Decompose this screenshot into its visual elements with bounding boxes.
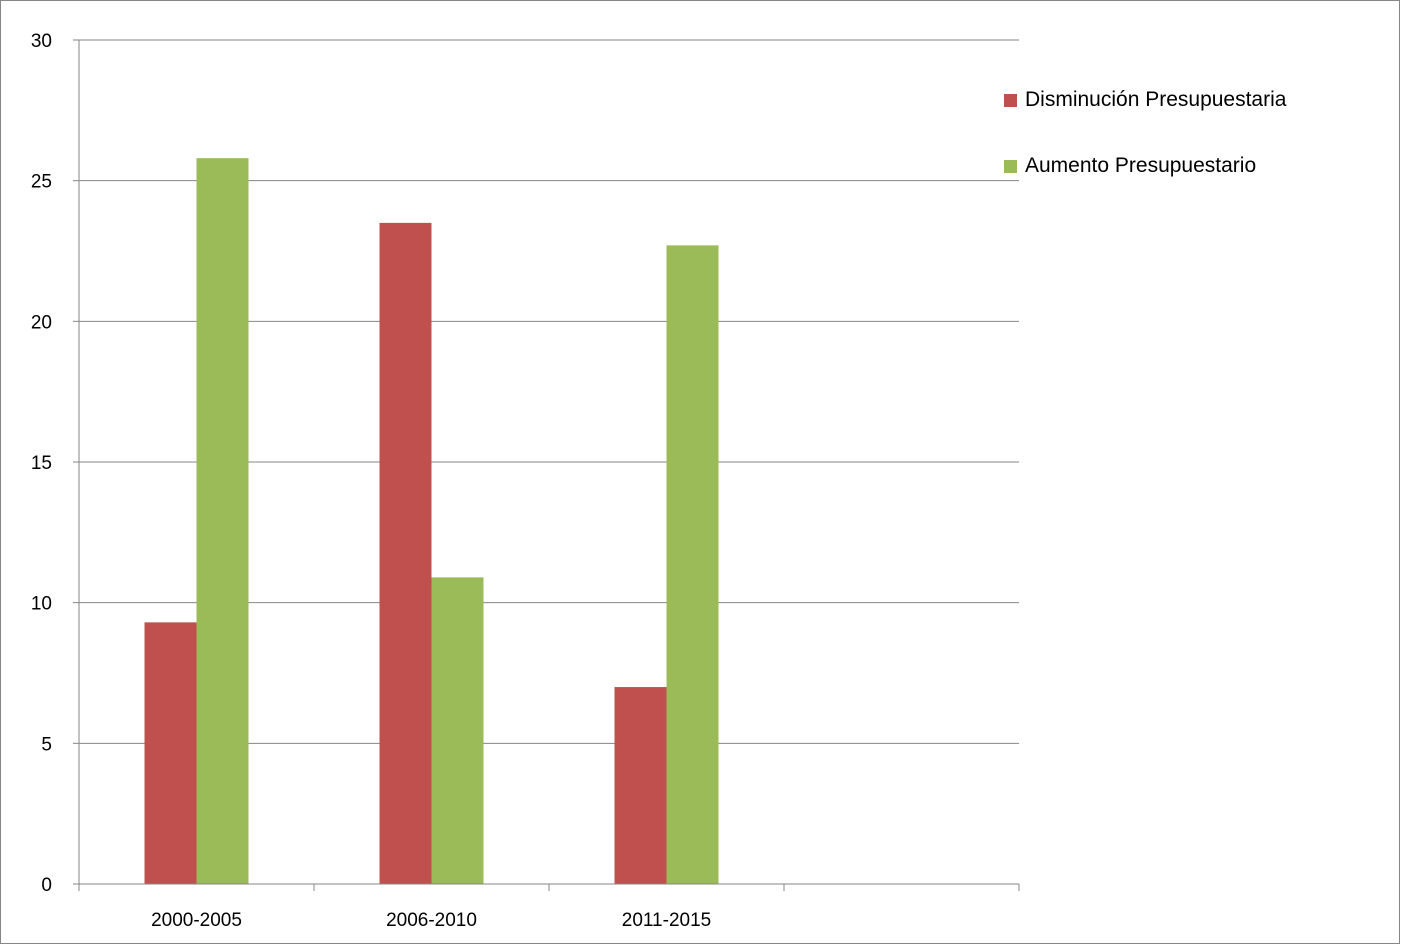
legend-item-disminucion: Disminución Presupuestaria [1004, 84, 1286, 116]
bar-aumento-1 [431, 577, 484, 884]
legend-item-aumento: Aumento Presupuestario [1004, 150, 1286, 182]
y-tick-label: 15 [31, 453, 52, 474]
bar-disminucion-0 [144, 622, 197, 884]
y-tick-label: 10 [31, 594, 52, 615]
legend-label-aumento: Aumento Presupuestario [1025, 154, 1257, 177]
legend-label-disminucion: Disminución Presupuestaria [1025, 88, 1287, 111]
y-tick-label: 25 [31, 172, 52, 193]
bar-disminucion-2 [614, 687, 667, 884]
legend-swatch-aumento [1004, 159, 1017, 173]
y-tick-label: 30 [31, 31, 52, 52]
legend: Disminución Presupuestaria Aumento Presu… [1004, 84, 1286, 216]
x-tick-label: 2000-2005 [151, 910, 242, 931]
x-tick-label: 2006-2010 [386, 910, 477, 931]
bar-aumento-0 [196, 158, 249, 884]
bar-aumento-2 [666, 245, 719, 884]
x-tick-label: 2011-2015 [622, 910, 711, 931]
y-tick-label: 0 [41, 875, 52, 896]
legend-swatch-disminucion [1004, 93, 1017, 107]
y-tick-label: 5 [41, 734, 52, 755]
bar-disminucion-1 [379, 222, 432, 884]
bars [144, 158, 719, 884]
axes [73, 39, 1020, 891]
y-tick-label: 20 [31, 312, 52, 333]
tick-labels: 0 5 10 15 20 25 30 2000-2005 2006-2010 2011-2015 [31, 31, 711, 931]
